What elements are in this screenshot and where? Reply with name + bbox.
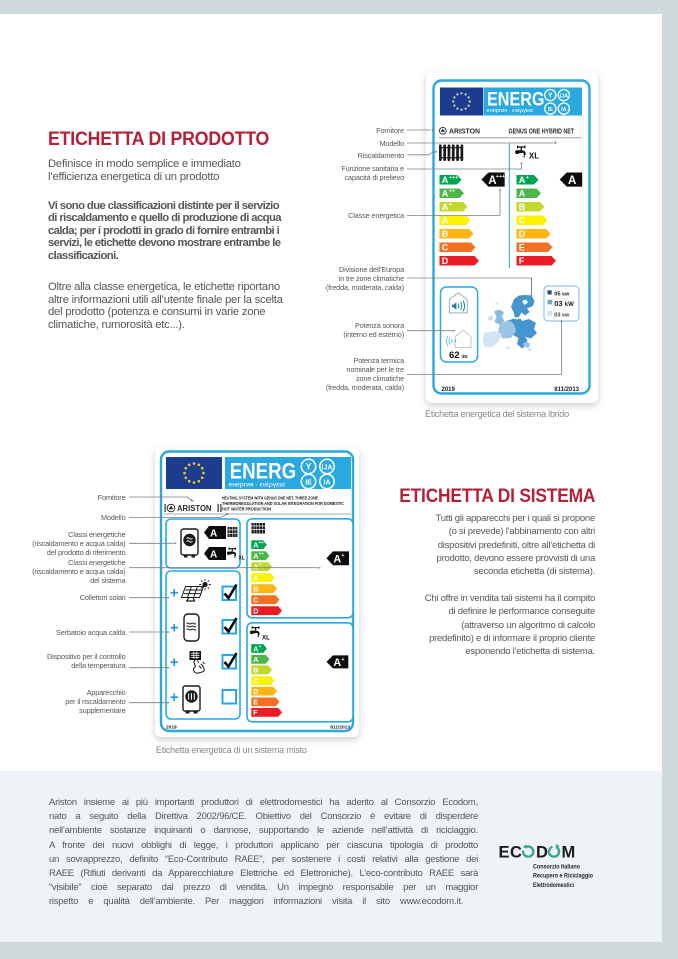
svg-text:E: E	[253, 698, 258, 707]
svg-text:GENUS ONE HYBRID NET: GENUS ONE HYBRID NET	[509, 129, 575, 136]
svg-text:M: M	[562, 844, 576, 862]
svg-text:енергия · ενέργεια: енергия · ενέργεια	[487, 107, 534, 114]
svg-text:+: +	[170, 586, 178, 602]
svg-text:+++: +++	[259, 540, 267, 545]
svg-text:E: E	[499, 844, 510, 862]
svg-text:A: A	[210, 550, 217, 561]
svg-text:B: B	[253, 666, 258, 675]
svg-text:Y: Y	[305, 462, 311, 472]
svg-text:D: D	[253, 607, 259, 616]
svg-text:05 kW: 05 kW	[554, 291, 570, 297]
svg-text:A: A	[333, 657, 341, 669]
svg-text:THERMOREGULATION AND SOLAR INT: THERMOREGULATION AND SOLAR INTEGRATION F…	[222, 501, 344, 506]
svg-text:+: +	[170, 620, 178, 636]
svg-text:A: A	[253, 540, 259, 549]
svg-text:XL: XL	[529, 151, 539, 160]
svg-text:енергия · ενέργεια: енергия · ενέργεια	[229, 481, 285, 489]
svg-text:+: +	[449, 202, 452, 208]
svg-text:B: B	[442, 229, 449, 239]
svg-text:+: +	[259, 644, 262, 649]
svg-text:ENERG: ENERG	[487, 90, 545, 111]
svg-text:IJA: IJA	[322, 465, 333, 472]
svg-text:A: A	[568, 175, 576, 187]
svg-text:D: D	[536, 844, 548, 862]
svg-text:A: A	[253, 655, 259, 664]
svg-text:HEATING SYSTEM WITH GENUS ONE: HEATING SYSTEM WITH GENUS ONE NET, THREE…	[222, 496, 318, 501]
svg-text:62: 62	[449, 350, 460, 361]
svg-text:03 kW: 03 kW	[554, 299, 574, 308]
svg-text:XL: XL	[262, 635, 270, 642]
svg-text:03 kW: 03 kW	[554, 313, 570, 319]
svg-text:+: +	[341, 553, 345, 559]
svg-text:D: D	[253, 687, 259, 696]
svg-text:+++: +++	[496, 174, 505, 180]
svg-text:C: C	[510, 844, 522, 862]
svg-text:E: E	[519, 243, 525, 253]
svg-text:IE: IE	[305, 480, 312, 487]
svg-text:A: A	[442, 189, 449, 199]
svg-text:+: +	[170, 690, 178, 706]
svg-text:A: A	[253, 563, 259, 572]
svg-text:C: C	[253, 676, 259, 685]
svg-text:C: C	[253, 596, 259, 605]
svg-text:2019: 2019	[442, 387, 456, 393]
svg-text:ARISTON: ARISTON	[449, 129, 480, 136]
svg-text:811/2013: 811/2013	[330, 725, 350, 731]
svg-text:+: +	[170, 655, 178, 671]
svg-text:IJA: IJA	[560, 94, 568, 100]
svg-text:A: A	[253, 644, 259, 653]
svg-text:A: A	[333, 554, 341, 566]
svg-text:D: D	[519, 229, 526, 239]
svg-text:Recupero e Riciclaggio: Recupero e Riciclaggio	[533, 874, 593, 880]
svg-text:B: B	[519, 202, 526, 212]
svg-text:A: A	[442, 216, 449, 226]
svg-text:IE: IE	[548, 107, 553, 113]
svg-text:A: A	[253, 574, 259, 583]
svg-text:+: +	[526, 175, 529, 181]
svg-text:+++: +++	[449, 175, 458, 181]
svg-text:dB: dB	[462, 354, 469, 359]
svg-text:Consorzio Italiano: Consorzio Italiano	[533, 865, 580, 871]
svg-text:A: A	[488, 175, 496, 187]
svg-text:F: F	[519, 256, 525, 266]
svg-text:XL: XL	[239, 556, 245, 562]
svg-text:Y: Y	[548, 93, 553, 100]
svg-text:811/2013: 811/2013	[554, 387, 579, 393]
svg-text:D: D	[442, 256, 449, 266]
svg-text:F: F	[253, 708, 258, 717]
svg-text:A: A	[442, 175, 449, 185]
svg-text:A: A	[442, 202, 449, 212]
svg-text:IA: IA	[561, 107, 566, 113]
svg-text:+: +	[341, 657, 345, 663]
svg-text:IA: IA	[324, 480, 331, 487]
svg-text:Elettrodomestici: Elettrodomestici	[533, 883, 574, 889]
svg-text:C: C	[519, 216, 526, 226]
svg-text:A: A	[519, 175, 526, 185]
svg-text:HOT WATER PRODUCTION: HOT WATER PRODUCTION	[222, 507, 271, 512]
svg-text:A: A	[519, 189, 526, 199]
svg-text:2019: 2019	[166, 725, 177, 731]
svg-text:++: ++	[259, 551, 265, 556]
svg-text:+: +	[259, 562, 262, 567]
svg-text:A: A	[210, 529, 217, 540]
svg-text:B: B	[253, 585, 258, 594]
svg-text:ARISTON: ARISTON	[177, 504, 212, 513]
svg-text:A: A	[253, 552, 259, 561]
svg-text:++: ++	[449, 189, 455, 195]
svg-text:ENERG: ENERG	[230, 459, 297, 484]
svg-text:C: C	[442, 243, 449, 253]
